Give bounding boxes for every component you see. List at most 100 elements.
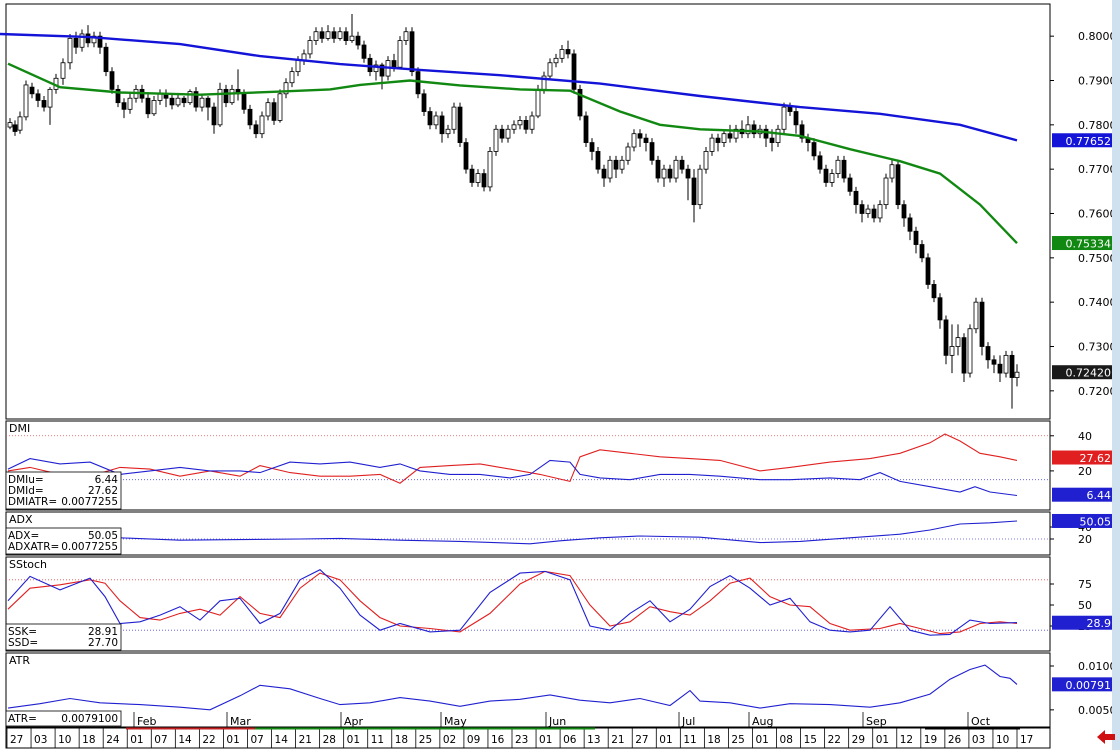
candle-body: [463, 142, 469, 170]
candle: [67, 33, 73, 70]
y-tick-label: 0.73000: [1078, 341, 1120, 354]
candle: [889, 160, 895, 183]
candle: [439, 111, 445, 143]
last-value-badge-text: 0.75334: [1066, 238, 1112, 251]
candle: [703, 147, 709, 174]
x-tick-label: 01: [659, 734, 672, 746]
y-tick-label: 50: [1078, 599, 1092, 612]
candle-body: [199, 97, 205, 108]
candle: [925, 253, 931, 289]
candle-body: [499, 128, 505, 139]
candle: [577, 84, 583, 121]
candle-body: [577, 88, 583, 117]
candle-body: [763, 128, 769, 139]
candle-body: [295, 60, 301, 73]
x-tick-label: 21: [299, 734, 312, 746]
candle-body: [979, 301, 985, 347]
candle: [901, 200, 907, 227]
x-tick-label: 18: [707, 734, 720, 746]
main_panel-series-line-1: [0, 32, 1018, 142]
candle-body: [601, 168, 607, 179]
candle: [811, 138, 817, 161]
candle: [607, 155, 613, 183]
candle: [799, 120, 805, 143]
candle: [949, 324, 955, 374]
candle-body: [91, 35, 97, 44]
candle: [319, 27, 325, 43]
candle-body: [865, 208, 871, 214]
candle: [601, 164, 607, 187]
candle: [559, 45, 565, 63]
candle: [217, 82, 223, 128]
last-value-badge-text: 6.44: [1087, 489, 1112, 502]
x-tick-label: 01: [755, 734, 768, 746]
candle: [679, 155, 685, 174]
candle-body: [415, 71, 421, 95]
readout-label: ADXATR=: [8, 541, 59, 553]
candle-body: [145, 97, 151, 115]
candle-body: [799, 124, 805, 139]
candle-body: [29, 86, 35, 95]
scroll-left-arrow-icon[interactable]: [1097, 730, 1115, 744]
y-tick-label: 0.74000: [1078, 296, 1120, 309]
candle: [643, 133, 649, 152]
candle: [565, 40, 571, 59]
candle-body: [673, 159, 679, 179]
candle-body: [391, 60, 397, 68]
y-tick-label: 0.01000: [1078, 660, 1120, 673]
candle-body: [211, 106, 217, 126]
candle-body: [331, 31, 337, 39]
candle-body: [205, 97, 211, 108]
candle-body: [1009, 354, 1015, 378]
candle: [847, 173, 853, 196]
candle: [571, 49, 577, 94]
candle: [427, 107, 433, 130]
readout-value: 0.0077255: [61, 496, 118, 508]
candle-body: [643, 137, 649, 143]
y-tick-label: 0.77000: [1078, 163, 1120, 176]
y-tick-label: 40: [1078, 430, 1092, 443]
readout-label: ATR=: [8, 713, 37, 725]
candle: [673, 155, 679, 183]
candle: [829, 169, 835, 187]
candle-body: [127, 97, 133, 110]
candle: [79, 29, 85, 52]
readout-label: DMId=: [8, 485, 44, 497]
candle-body: [961, 337, 967, 374]
candle-body: [41, 100, 47, 108]
candle-body: [535, 88, 541, 117]
candle: [211, 102, 217, 134]
candle-body: [841, 159, 847, 179]
x-tick-label: 06: [563, 734, 577, 746]
candle-body: [175, 97, 181, 106]
x-tick-label: 27: [10, 734, 23, 746]
candle: [961, 333, 967, 382]
candle: [1014, 364, 1020, 387]
adx_panel-series-line-1: [7, 520, 1018, 545]
x-tick-label: 02: [443, 734, 456, 746]
month-label: May: [444, 715, 467, 728]
stoch_panel-frame: [5, 556, 1051, 652]
candle-body: [325, 31, 331, 39]
x-tick-label: 11: [371, 734, 384, 746]
candle: [595, 147, 601, 174]
candle-body: [565, 49, 571, 55]
candle-body: [823, 168, 829, 183]
readout-label: SSK=: [8, 626, 37, 638]
candle: [121, 98, 127, 119]
x-tick-label: 09: [467, 734, 480, 746]
x-tick-label: 01: [226, 734, 239, 746]
candle: [955, 324, 961, 356]
candle: [373, 60, 379, 81]
atr_panel-frame: [5, 652, 1051, 728]
candle: [715, 133, 721, 152]
candle-body: [919, 244, 925, 259]
candle: [41, 96, 47, 112]
candle-body: [457, 106, 463, 143]
candle: [7, 118, 13, 130]
candle: [553, 53, 559, 68]
candle: [967, 324, 973, 378]
month-label: Jun: [548, 715, 566, 728]
candle-body: [151, 100, 157, 115]
